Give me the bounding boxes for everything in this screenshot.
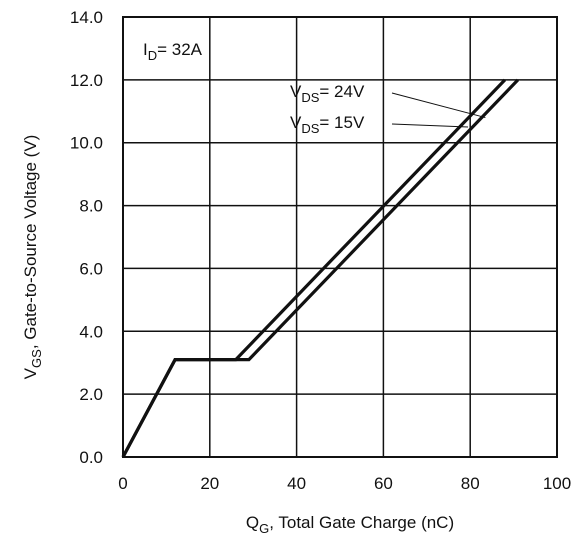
- y-tick-label: 10.0: [70, 134, 103, 153]
- x-tick-label: 60: [374, 474, 393, 493]
- grid-lines: [123, 17, 557, 457]
- series-lines: [121, 78, 520, 458]
- series-leader-vds-15v: [391, 123, 469, 128]
- x-tick-label: 40: [287, 474, 306, 493]
- y-tick-label: 2.0: [79, 385, 103, 404]
- axis-ticks: 0 20 40 60 80 100 0.0 2.0 4.0 6.0 8.0 10.0 12.0 14.0: [70, 8, 571, 493]
- x-tick-label: 0: [118, 474, 127, 493]
- series-leader-vds-24v: [391, 92, 486, 119]
- plot-frame: [122, 16, 558, 458]
- series-line-1: [121, 78, 507, 458]
- series-label-vds-15v: VDS= 15V: [290, 113, 365, 136]
- y-axis-title: VGS, Gate-to-Source Voltage (V): [21, 135, 44, 380]
- y-tick-label: 14.0: [70, 8, 103, 27]
- x-tick-label: 20: [200, 474, 219, 493]
- x-tick-label: 80: [461, 474, 480, 493]
- x-axis-title: QG, Total Gate Charge (nC): [246, 513, 454, 536]
- y-tick-label: 12.0: [70, 71, 103, 90]
- series-label-vds-24v: VDS= 24V: [290, 82, 365, 105]
- x-tick-label: 100: [543, 474, 571, 493]
- y-tick-label: 0.0: [79, 448, 103, 467]
- y-tick-label: 4.0: [79, 322, 103, 341]
- y-tick-label: 6.0: [79, 259, 103, 278]
- y-tick-label: 8.0: [79, 197, 103, 216]
- condition-label: ID= 32A: [143, 40, 203, 63]
